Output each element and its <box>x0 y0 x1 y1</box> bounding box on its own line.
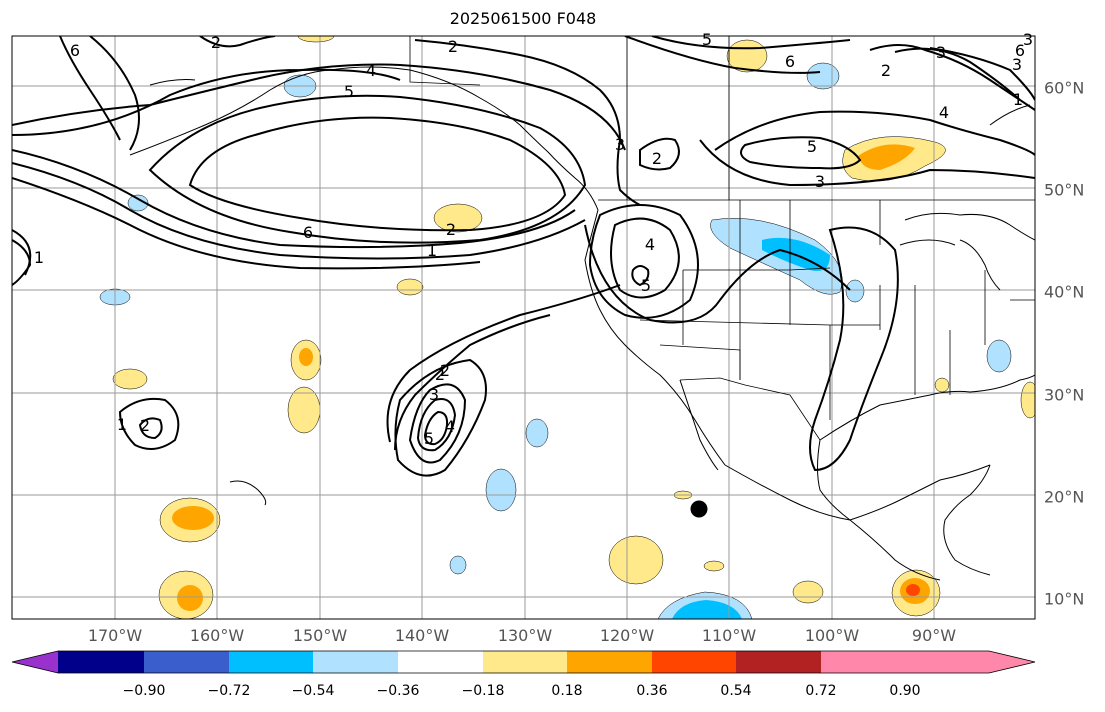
contour-label: 2 <box>435 365 445 384</box>
longitude-label: 140°W <box>394 626 450 645</box>
colorbar-tick-label: 0.36 <box>636 683 668 699</box>
contour-label: 2 <box>211 33 221 52</box>
colorbar-segment <box>313 651 398 673</box>
colorbar-tick-label: 0.18 <box>551 683 583 699</box>
longitude-label: 130°W <box>497 626 553 645</box>
contour-label: 1 <box>117 415 127 434</box>
contour-label: 5 <box>807 137 817 156</box>
contour-label: 5 <box>424 429 434 448</box>
contour-label: 1 <box>427 241 437 260</box>
colorbar-segment <box>144 651 229 673</box>
longitude-label: 150°W <box>292 626 348 645</box>
latitude-label: 20°N <box>1044 487 1085 507</box>
contour-label: 3 <box>815 172 825 191</box>
location-marker <box>690 500 708 518</box>
contour-label: 6 <box>70 41 80 60</box>
contour-label: 5 <box>641 276 651 295</box>
map-title: 2025061500 F048 <box>449 9 597 28</box>
longitude-label: 170°W <box>87 626 143 645</box>
colorbar-segment <box>821 651 905 673</box>
contour-label: 2 <box>881 61 891 80</box>
contour-label: 4 <box>645 235 655 254</box>
colorbar-segment <box>567 651 652 673</box>
colorbar-tick-label: −0.18 <box>461 683 505 699</box>
colorbar-extend-low <box>12 651 58 673</box>
colorbar-segment <box>483 651 567 673</box>
colorbar-extend-high <box>905 651 1035 673</box>
latitude-label: 50°N <box>1044 180 1085 200</box>
contour-label: 3 <box>615 135 625 154</box>
contour-label: 4 <box>445 417 455 436</box>
contour-label: 3 <box>1023 30 1033 49</box>
contour-label: 2 <box>652 149 662 168</box>
contour-label: 5 <box>702 30 712 49</box>
contour-label-layer: 6 2 4 5 6 1 2 2 3 2 5 3 6 5 3 4 3 2 6 3 … <box>34 30 1033 448</box>
contour-label: 1 <box>34 248 44 267</box>
latitude-label: 10°N <box>1044 589 1085 609</box>
colorbar-segment <box>652 651 736 673</box>
contour-label: 4 <box>939 103 949 122</box>
map-panel: 6 2 4 5 6 1 2 2 3 2 5 3 6 5 3 4 3 2 6 3 … <box>11 30 1036 620</box>
colorbar-segment <box>58 651 144 673</box>
colorbar-tick-label: 0.72 <box>805 683 837 699</box>
longitude-label: 160°W <box>189 626 245 645</box>
contour-label: 4 <box>366 61 376 80</box>
coastlines <box>129 66 1035 581</box>
colorbar-segment <box>398 651 483 673</box>
colorbar <box>11 650 1036 674</box>
colorbar-segment <box>229 651 313 673</box>
contour-label: 2 <box>448 37 458 56</box>
colorbar-tick-label: −0.54 <box>291 683 335 699</box>
contour-lines <box>12 36 1035 477</box>
longitude-label: 90°W <box>911 626 957 645</box>
longitude-label: 110°W <box>701 626 757 645</box>
contour-label: 5 <box>344 82 354 101</box>
contour-label: 2 <box>140 416 150 435</box>
contour-label: 1 <box>1013 90 1023 109</box>
contour-label: 6 <box>785 52 795 71</box>
contour-label: 2 <box>446 220 456 239</box>
map-frame <box>11 35 1036 620</box>
colorbar-segment <box>736 651 821 673</box>
colorbar-tick-label: 0.90 <box>889 683 921 699</box>
colorbar-tick-label: −0.90 <box>122 683 166 699</box>
longitude-label: 120°W <box>599 626 655 645</box>
political-borders <box>409 36 1035 441</box>
colorbar-tick-label: 0.54 <box>720 683 752 699</box>
contour-label: 6 <box>303 223 313 242</box>
contour-label: 6 <box>1015 41 1025 60</box>
colorbar-tick-label: −0.36 <box>376 683 420 699</box>
contour-label: 2 <box>440 361 450 380</box>
longitude-label: 100°W <box>804 626 860 645</box>
contour-label: 3 <box>429 385 439 404</box>
contour-label: 3 <box>1012 55 1022 74</box>
contour-label: 3 <box>936 43 946 62</box>
latitude-label: 60°N <box>1044 78 1085 98</box>
colorbar-tick-label: −0.72 <box>207 683 251 699</box>
latitude-label: 40°N <box>1044 282 1085 302</box>
latitude-label: 30°N <box>1044 385 1085 405</box>
